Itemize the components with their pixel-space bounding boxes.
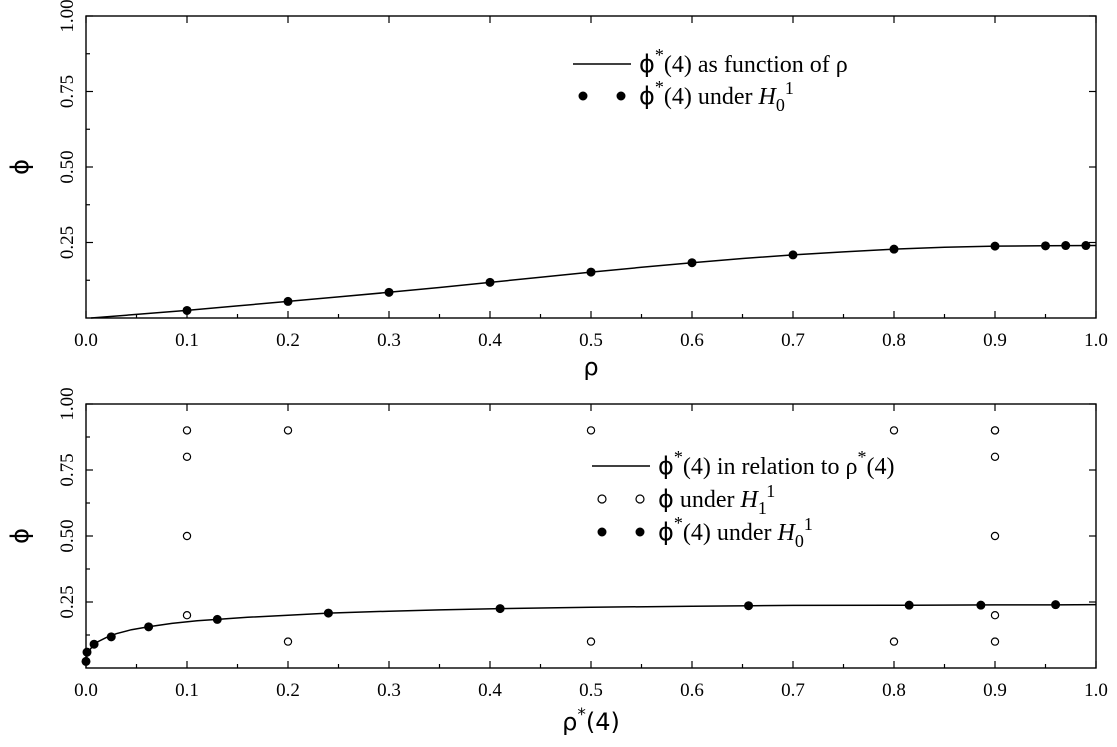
legend-label: ϕ*(4) under H01	[639, 77, 794, 115]
y-tick-label: 0.50	[57, 519, 78, 552]
x-axis-title: ρ*(4)	[562, 705, 620, 736]
data-point-open	[990, 426, 1000, 435]
x-tick-label: 0.0	[74, 680, 98, 701]
data-point-open	[990, 637, 1000, 646]
x-tick-label: 0.6	[680, 680, 704, 701]
y-tick-label: 0.50	[57, 150, 78, 183]
legend-marker	[597, 494, 607, 504]
x-tick-label: 0.1	[175, 330, 199, 351]
x-tick-label: 1.0	[1084, 680, 1108, 701]
data-point-open	[182, 531, 192, 541]
data-point-open	[889, 637, 899, 646]
x-tick-label: 0.6	[680, 330, 704, 351]
y-tick-label: 1.00	[57, 0, 78, 33]
data-point-filled	[323, 608, 333, 618]
data-point-open	[990, 531, 1000, 541]
data-point-filled	[788, 250, 798, 260]
x-tick-label: 0.3	[377, 680, 401, 701]
data-point-filled	[687, 258, 697, 268]
y-tick-label: 0.25	[57, 585, 78, 618]
data-point-open	[586, 637, 596, 646]
data-point-filled	[144, 622, 154, 632]
legend-marker	[635, 494, 645, 504]
chart-panel-2: 0.0 0.1 0.2 0.3 0.4 0.5 0.6 0.7 0.8 0.9 1.0 0.25 0.5…	[6, 387, 1108, 736]
x-tick-label: 0.9	[983, 680, 1007, 701]
x-tick-label: 0.4	[478, 330, 502, 351]
chart-panel-1: 0.0 0.1 0.2 0.3 0.4 0.5 0.6 0.7 0.8 0.9 1.0 0.25 0.5…	[6, 0, 1108, 381]
x-tick-label: 0.8	[882, 680, 906, 701]
plot-frame	[85, 403, 1097, 669]
data-point-filled	[1081, 241, 1091, 251]
data-point-filled	[976, 600, 986, 610]
data-point-filled	[1041, 241, 1050, 251]
data-point-open	[990, 452, 1000, 461]
x-tick-label: 0.2	[276, 680, 300, 701]
x-tick-label: 0.0	[74, 330, 98, 351]
x-tick-label: 0.7	[781, 680, 805, 701]
y-tick-label: 0.75	[57, 75, 78, 108]
legend-label: ϕ under H11	[658, 481, 775, 518]
data-point-filled	[283, 296, 293, 306]
x-tick-label: 0.5	[579, 330, 603, 351]
data-point-filled	[904, 600, 914, 610]
data-point-filled	[81, 656, 91, 666]
legend-marker	[578, 91, 588, 101]
y-axis-title: ϕ	[6, 159, 34, 175]
data-point-filled	[485, 277, 495, 287]
data-point-filled	[744, 601, 754, 611]
data-point-filled	[586, 267, 596, 277]
x-tick-label: 1.0	[1084, 330, 1108, 351]
legend-label: ϕ*(4) in relation to ρ*(4)	[658, 447, 894, 480]
x-tick-label: 0.9	[983, 330, 1007, 351]
data-point-filled	[1051, 600, 1061, 610]
data-point-open	[182, 426, 192, 435]
data-point-filled	[495, 604, 505, 614]
y-axis-title: ϕ	[6, 528, 34, 544]
series-line	[85, 603, 1097, 662]
data-point-open	[586, 426, 596, 435]
data-point-open	[990, 611, 1000, 620]
x-tick-label: 0.2	[276, 330, 300, 351]
x-tick-label: 0.5	[579, 680, 603, 701]
legend-marker	[597, 527, 607, 537]
data-point-filled	[1061, 241, 1071, 251]
x-tick-label: 0.3	[377, 330, 401, 351]
data-point-open	[283, 426, 293, 435]
x-tick-label: 0.7	[781, 330, 805, 351]
legend-marker	[616, 91, 626, 101]
data-point-open	[182, 452, 192, 461]
x-tick-label: 0.1	[175, 680, 199, 701]
data-point-filled	[889, 244, 899, 254]
legend: ϕ*(4) as function of ρϕ*(4) under H01	[573, 45, 848, 115]
data-point-filled	[82, 647, 92, 657]
x-tick-label: 0.8	[882, 330, 906, 351]
legend-marker	[635, 527, 645, 537]
data-point-filled	[182, 305, 192, 315]
legend-label: ϕ*(4) as function of ρ	[639, 45, 848, 78]
data-point-filled	[384, 287, 394, 297]
legend-label: ϕ*(4) under H01	[658, 513, 813, 551]
series-line	[90, 244, 1097, 319]
y-tick-label: 1.00	[57, 387, 78, 420]
x-axis-title: ρ	[583, 353, 598, 381]
data-point-open	[889, 426, 899, 435]
y-tick-label: 0.75	[57, 453, 78, 486]
data-point-filled	[212, 614, 222, 624]
data-point-filled	[106, 632, 116, 642]
data-point-filled	[89, 639, 99, 649]
x-tick-label: 0.4	[478, 680, 502, 701]
legend: ϕ*(4) in relation to ρ*(4)ϕ under H11ϕ*(…	[592, 447, 894, 551]
y-tick-label: 0.25	[57, 226, 78, 259]
data-point-open	[182, 611, 192, 620]
data-point-filled	[990, 241, 1000, 251]
data-point-open	[283, 637, 293, 646]
